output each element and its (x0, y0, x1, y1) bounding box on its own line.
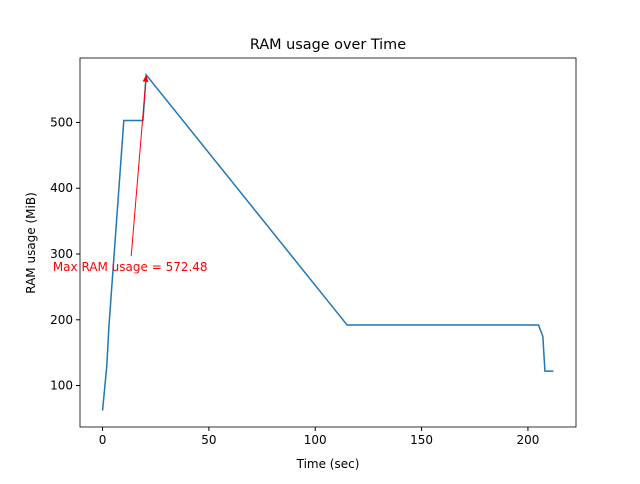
x-tick-label: 200 (516, 433, 539, 447)
y-tick-label: 100 (50, 379, 73, 393)
x-tick-label: 50 (201, 433, 216, 447)
x-tick-label: 0 (99, 433, 107, 447)
annotation-text: Max RAM usage = 572.48 (53, 260, 208, 274)
y-tick-label: 500 (50, 115, 73, 129)
x-axis-label: Time (sec) (296, 457, 360, 471)
y-tick-label: 400 (50, 181, 73, 195)
annotation-arrowhead (142, 74, 149, 83)
y-tick-label: 200 (50, 313, 73, 327)
x-tick-label: 150 (410, 433, 433, 447)
annotation-arrow (130, 76, 147, 257)
chart-title: RAM usage over Time (250, 37, 406, 53)
plot-frame (79, 57, 577, 428)
x-tick-label: 100 (304, 433, 327, 447)
y-tick-label: 300 (50, 247, 73, 261)
y-axis-label: RAM usage (MiB) (24, 192, 38, 294)
line-series (101, 72, 554, 411)
